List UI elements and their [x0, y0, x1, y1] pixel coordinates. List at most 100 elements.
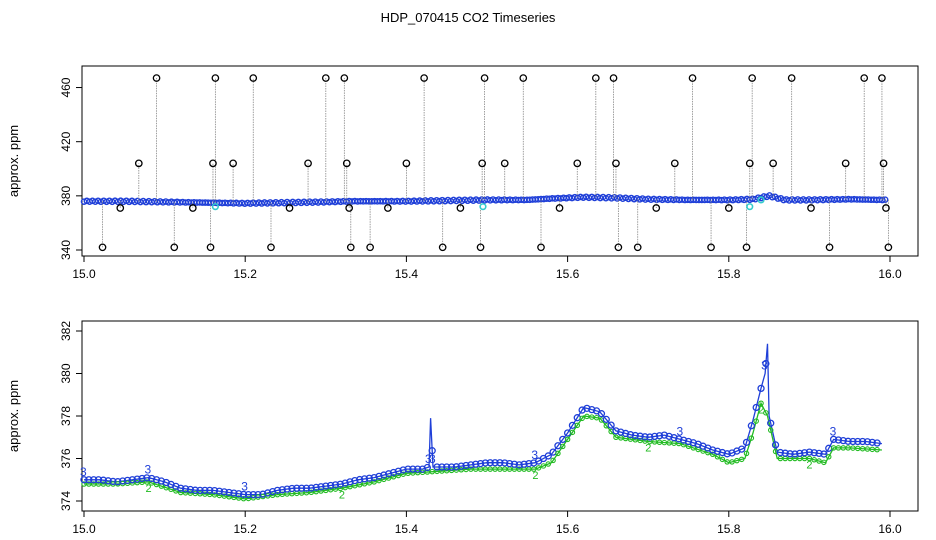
x-tick-label: 16.0 — [878, 267, 902, 281]
x-tick-label: 15.0 — [72, 522, 96, 536]
series-3-point — [650, 432, 659, 441]
series-3-point — [641, 433, 649, 441]
baseline-point — [769, 193, 776, 201]
outlier-point — [633, 243, 642, 252]
series-2-marker-label: 2 — [145, 483, 151, 495]
series-2-point — [729, 459, 735, 465]
outlier-point — [229, 159, 237, 168]
series-3-point — [752, 403, 760, 412]
series-2-point — [530, 466, 537, 472]
series-3-point — [230, 489, 238, 497]
series-3-point — [854, 437, 862, 446]
series-3-point — [331, 481, 340, 489]
series-3-marker-label: 3 — [429, 452, 436, 466]
series-3-point — [834, 436, 843, 444]
series-3-point — [505, 459, 514, 468]
series-3-point — [278, 486, 286, 494]
series-3-point — [467, 461, 475, 469]
series-2-point — [144, 479, 150, 485]
series-3-point — [293, 484, 301, 492]
series-3-point — [452, 463, 461, 471]
series-3-point — [360, 475, 369, 483]
series-2-point — [748, 435, 755, 441]
series-3-point — [447, 463, 456, 471]
outlier-point — [98, 243, 107, 252]
outlier-point — [500, 159, 509, 168]
series-3-point — [607, 421, 615, 429]
outlier-point — [614, 243, 623, 252]
series-2-marker-label: 2 — [806, 460, 812, 472]
series-3-point — [660, 431, 668, 439]
outlier-point — [724, 204, 733, 212]
series-3-point — [90, 476, 98, 484]
upper-baseline-series — [80, 192, 889, 207]
series-3-point — [791, 450, 799, 458]
y-tick-label: 380 — [59, 186, 73, 206]
series-2-point — [545, 461, 552, 467]
series-3-point — [820, 450, 828, 458]
series-3-point — [757, 384, 765, 393]
outlier-point — [748, 74, 757, 82]
series-3-point — [873, 439, 881, 447]
series-2-point — [535, 465, 542, 471]
y-tick-label: 374 — [59, 491, 73, 511]
series-3-point — [796, 449, 804, 458]
outlier-point — [787, 74, 796, 82]
series-3-point — [713, 447, 722, 455]
series-3-point — [186, 485, 195, 494]
series-3-point — [805, 448, 814, 456]
outlier-point — [745, 159, 754, 168]
series-2-point — [400, 471, 406, 477]
series-2-point — [569, 429, 576, 436]
outlier-point — [884, 243, 893, 252]
cyan-point — [757, 196, 765, 204]
outlier-point — [476, 243, 485, 252]
series-3-point — [215, 487, 224, 495]
series-3-point — [621, 429, 630, 438]
series-3-point — [177, 484, 185, 492]
y-tick-label: 382 — [59, 321, 73, 341]
outlier-point — [573, 159, 582, 168]
series-3-marker-label: 3 — [425, 452, 432, 466]
series-2-point — [385, 475, 392, 481]
series-3-point — [370, 473, 378, 482]
series-3-point — [810, 449, 818, 457]
x-tick-label: 15.4 — [395, 522, 419, 536]
series-3-point — [341, 479, 349, 487]
outlier-point — [537, 243, 545, 252]
series-3-point — [356, 475, 364, 484]
series-3-point — [520, 460, 528, 468]
series-3-point — [849, 437, 857, 446]
series-3-point — [191, 486, 199, 494]
series-3-point — [525, 459, 533, 468]
series-3-point — [762, 359, 770, 368]
cyan-point — [211, 203, 219, 211]
series-3-point — [844, 437, 852, 445]
series-2-point — [148, 480, 155, 486]
outlier-point — [211, 74, 220, 82]
series-2-point — [719, 456, 726, 463]
series-3-point — [394, 467, 402, 475]
series-3-point — [210, 486, 219, 495]
y-tick-label: 420 — [59, 131, 73, 151]
series-2-point — [738, 456, 745, 463]
outlier-point — [807, 204, 815, 212]
series-3-point — [462, 461, 470, 470]
outlier-point — [519, 74, 528, 82]
outlier-point — [152, 74, 161, 82]
series-3-point — [133, 475, 141, 483]
x-tick-label: 15.6 — [556, 267, 580, 281]
outlier-point — [285, 204, 294, 212]
y-tick-label: 460 — [59, 77, 73, 97]
series-2-point — [395, 472, 402, 479]
series-3-point — [767, 419, 775, 427]
series-3-point — [738, 445, 746, 453]
series-3-point — [94, 476, 103, 484]
series-3-point — [297, 484, 306, 492]
series-3-point — [472, 460, 480, 468]
outlier-point — [420, 74, 428, 82]
series-3-point — [302, 484, 311, 492]
outlier-point — [860, 74, 869, 82]
series-3-point — [206, 486, 214, 495]
series-3-point — [829, 435, 838, 444]
